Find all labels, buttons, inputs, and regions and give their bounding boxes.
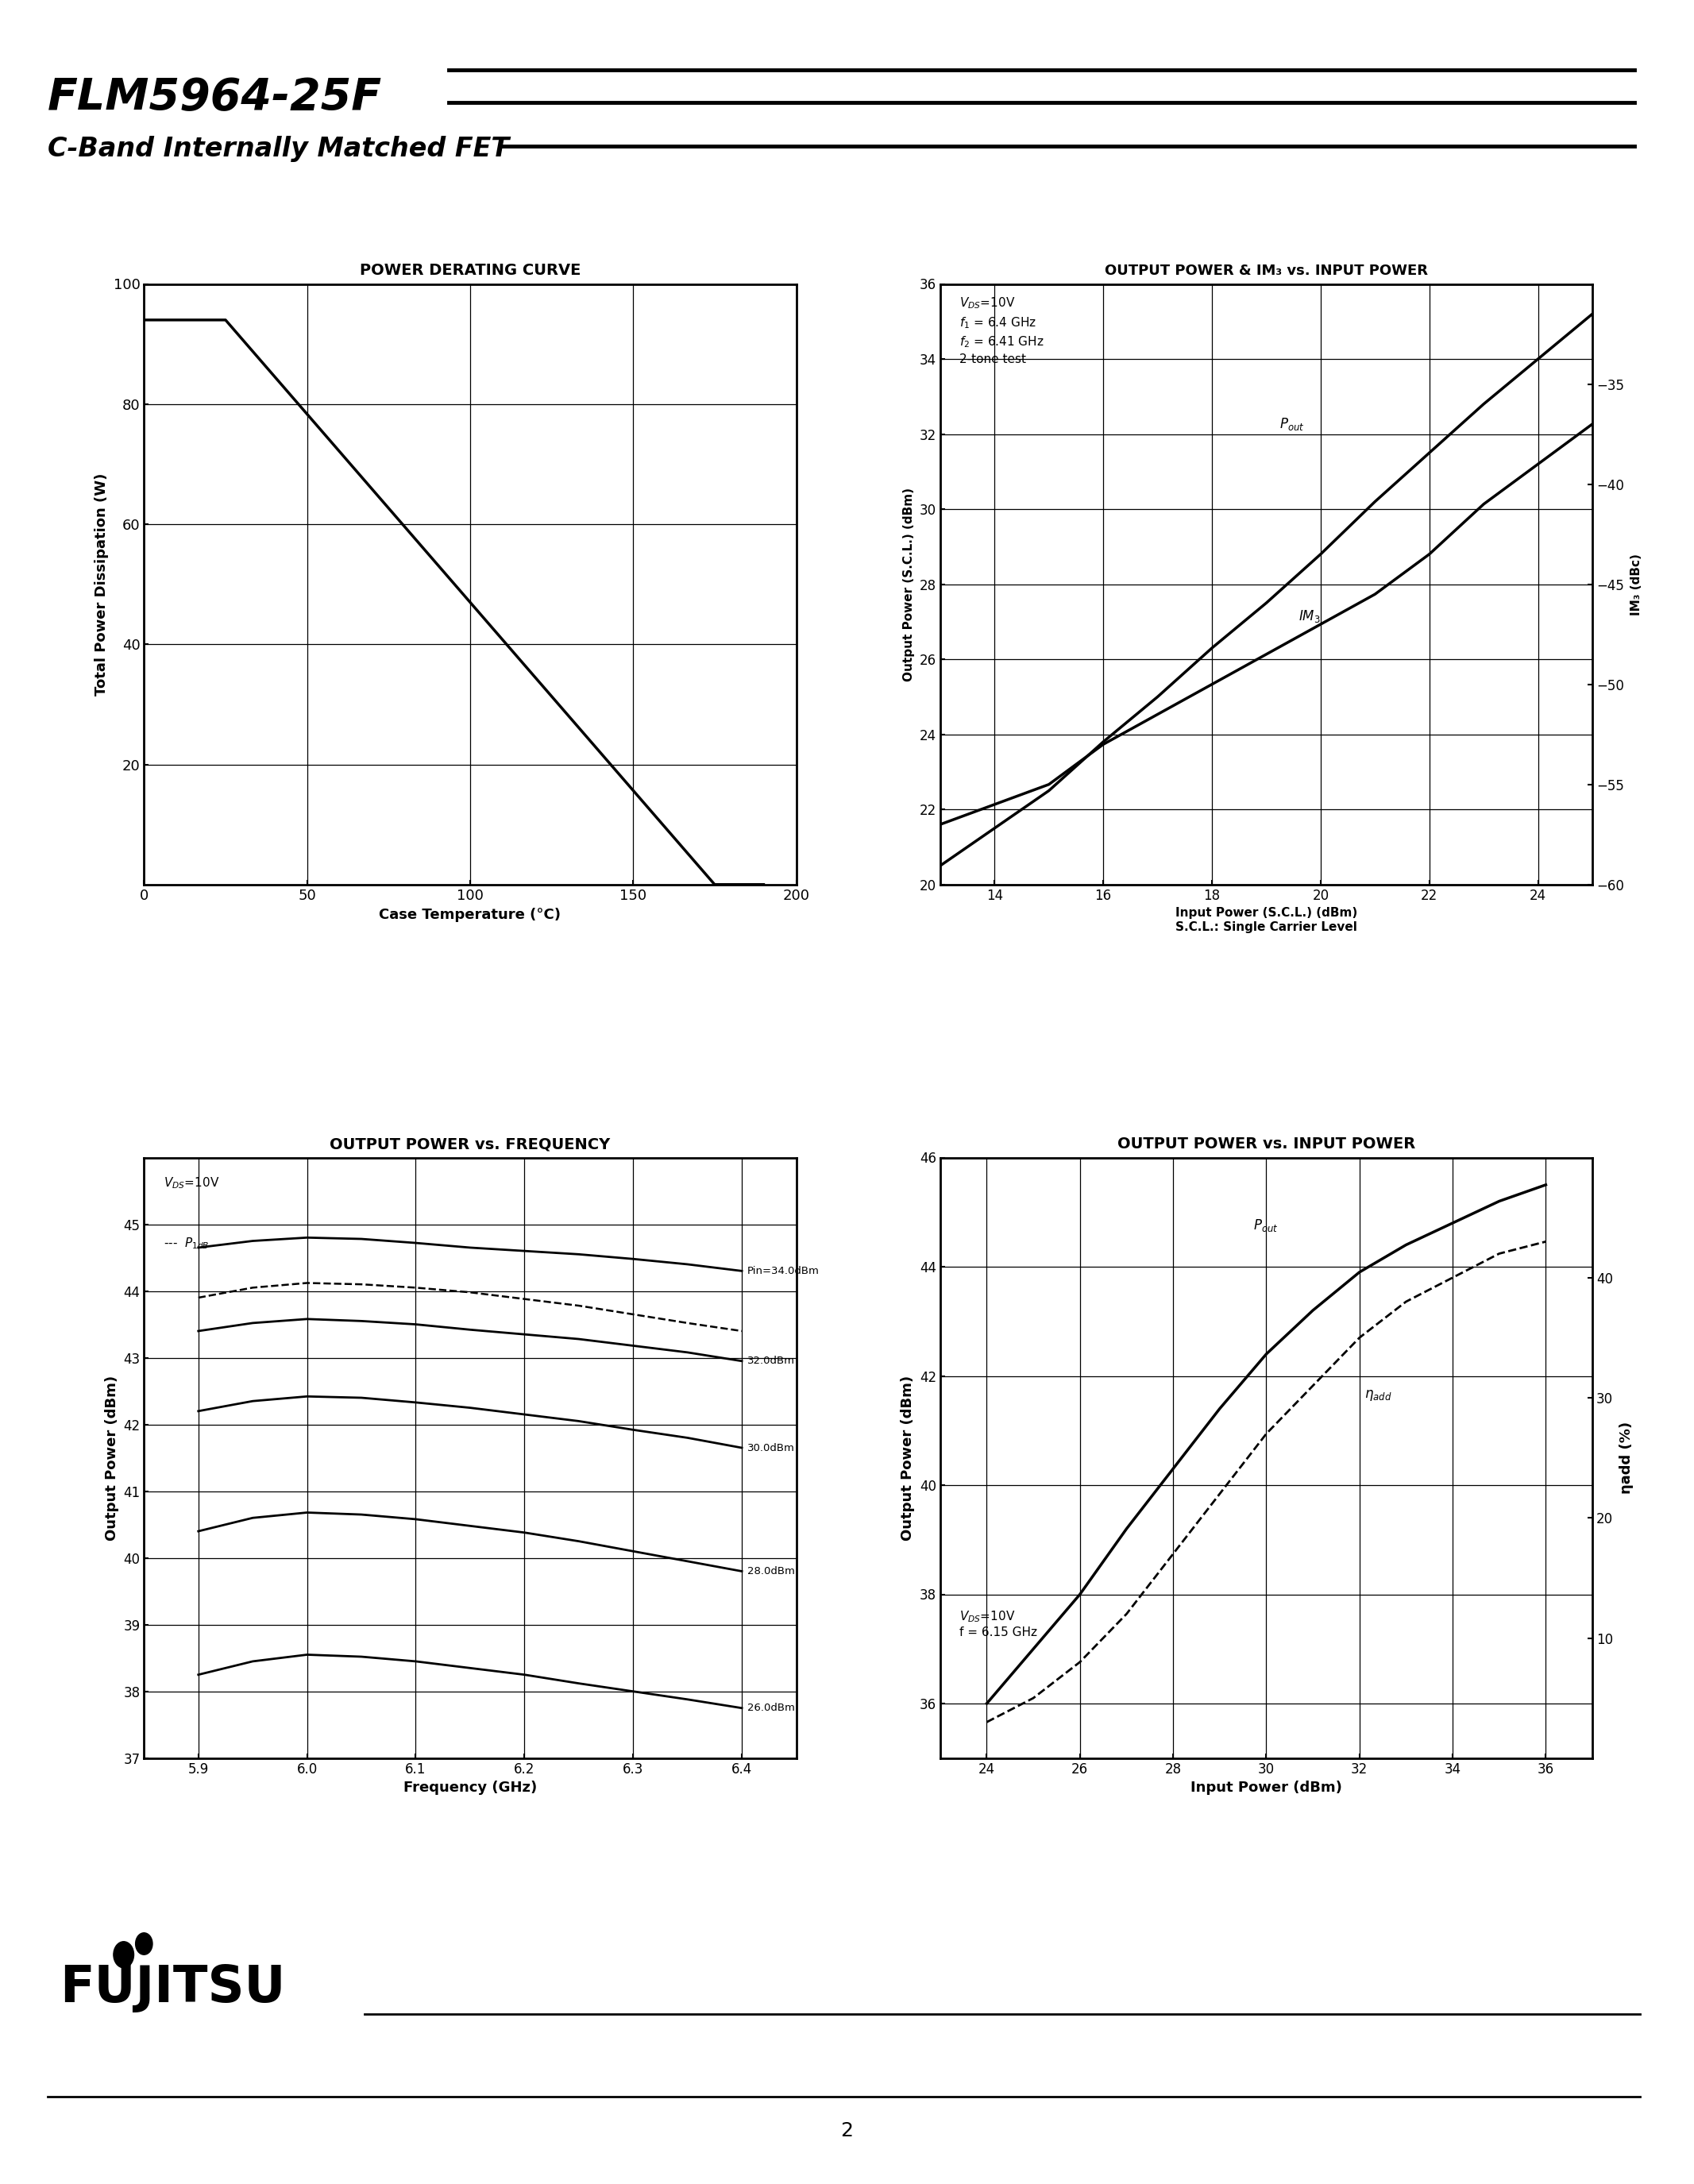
Text: Pin=34.0dBm: Pin=34.0dBm — [747, 1267, 820, 1275]
X-axis label: Input Power (S.C.L.) (dBm)
S.C.L.: Single Carrier Level: Input Power (S.C.L.) (dBm) S.C.L.: Singl… — [1176, 906, 1357, 933]
Text: $P_{out}$: $P_{out}$ — [1254, 1219, 1279, 1234]
Text: $V_{DS}$=10V: $V_{DS}$=10V — [164, 1175, 220, 1190]
Y-axis label: Output Power (dBm): Output Power (dBm) — [901, 1376, 915, 1540]
Text: 30.0dBm: 30.0dBm — [747, 1444, 794, 1452]
Text: $V_{DS}$=10V
f = 6.15 GHz: $V_{DS}$=10V f = 6.15 GHz — [960, 1610, 1037, 1638]
Text: FLM5964-25F: FLM5964-25F — [47, 76, 381, 120]
X-axis label: Case Temperature (°C): Case Temperature (°C) — [379, 909, 561, 922]
Text: $IM_3$: $IM_3$ — [1299, 609, 1321, 625]
Title: OUTPUT POWER vs. INPUT POWER: OUTPUT POWER vs. INPUT POWER — [1118, 1138, 1414, 1151]
Text: $V_{DS}$=10V
$f_1$ = 6.4 GHz
$f_2$ = 6.41 GHz
2-tone test: $V_{DS}$=10V $f_1$ = 6.4 GHz $f_2$ = 6.4… — [960, 297, 1045, 365]
Y-axis label: Output Power (S.C.L.) (dBm): Output Power (S.C.L.) (dBm) — [903, 487, 915, 681]
Text: 26.0dBm: 26.0dBm — [747, 1704, 794, 1712]
Text: C-Band Internally Matched FET: C-Band Internally Matched FET — [47, 135, 508, 162]
Text: FUJITSU: FUJITSU — [59, 1963, 285, 2011]
Y-axis label: Total Power Dissipation (W): Total Power Dissipation (W) — [95, 474, 108, 695]
Text: 32.0dBm: 32.0dBm — [747, 1356, 794, 1367]
Title: OUTPUT POWER & IM₃ vs. INPUT POWER: OUTPUT POWER & IM₃ vs. INPUT POWER — [1104, 264, 1428, 277]
Title: OUTPUT POWER vs. FREQUENCY: OUTPUT POWER vs. FREQUENCY — [330, 1138, 610, 1151]
X-axis label: Frequency (GHz): Frequency (GHz) — [403, 1780, 537, 1795]
Text: $\eta_{add}$: $\eta_{add}$ — [1364, 1389, 1391, 1402]
Y-axis label: ηadd (%): ηadd (%) — [1619, 1422, 1635, 1494]
Text: 28.0dBm: 28.0dBm — [747, 1566, 794, 1577]
Text: $P_{out}$: $P_{out}$ — [1279, 417, 1304, 432]
X-axis label: Input Power (dBm): Input Power (dBm) — [1191, 1780, 1342, 1795]
Title: POWER DERATING CURVE: POWER DERATING CURVE — [359, 264, 581, 277]
Y-axis label: Output Power (dBm): Output Power (dBm) — [105, 1376, 119, 1540]
Y-axis label: IM₃ (dBc): IM₃ (dBc) — [1631, 553, 1643, 616]
Text: ---  $P_{1dB}$: --- $P_{1dB}$ — [164, 1236, 210, 1251]
Text: 2: 2 — [840, 2121, 854, 2140]
